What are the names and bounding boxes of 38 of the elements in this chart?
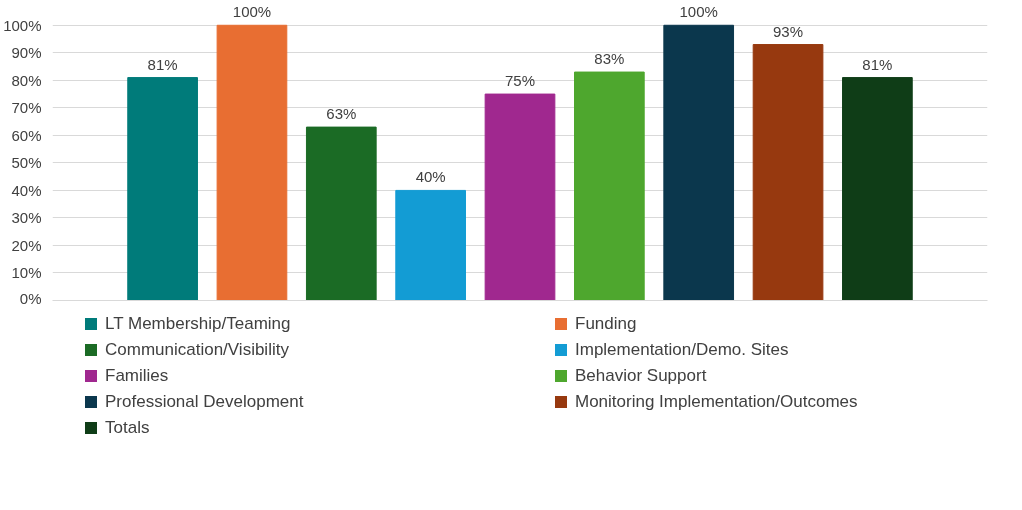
y-tick-label: 30% <box>11 209 42 227</box>
data-label: 81% <box>862 55 893 73</box>
bar <box>663 24 735 301</box>
legend-label: Behavior Support <box>575 364 707 387</box>
bar <box>395 189 466 301</box>
y-tick-label: 80% <box>11 71 42 89</box>
bar <box>305 126 377 301</box>
bar <box>752 44 824 301</box>
legend-label: Implementation/Demo. Sites <box>575 338 789 361</box>
y-tick-label: 40% <box>11 181 42 199</box>
data-label: 40% <box>415 168 446 186</box>
legend-label: Communication/Visibility <box>105 338 289 361</box>
legend-label: Families <box>105 364 169 387</box>
data-label: 100% <box>679 3 718 21</box>
bar <box>216 24 288 301</box>
legend-label: LT Membership/Teaming <box>105 312 291 335</box>
legend-label: Totals <box>105 416 150 439</box>
bar <box>484 93 556 301</box>
data-label: 75% <box>504 72 536 90</box>
data-label: 93% <box>773 22 804 40</box>
y-tick-label: 0% <box>19 289 42 307</box>
y-tick-label: 10% <box>11 264 42 282</box>
legend-label: Professional Development <box>105 390 304 413</box>
y-tick-label: 70% <box>11 99 42 117</box>
bar <box>842 77 913 301</box>
data-label: 63% <box>326 105 357 123</box>
legend-label: Funding <box>575 312 637 335</box>
y-tick-label: 20% <box>11 236 42 254</box>
legend-label: Monitoring Implementation/Outcomes <box>575 390 858 413</box>
y-tick-label: 60% <box>11 126 42 144</box>
y-tick-label: 90% <box>11 44 42 62</box>
bar <box>127 77 198 301</box>
data-label: 100% <box>232 3 272 21</box>
y-tick-label: 100% <box>3 16 42 34</box>
data-label: 83% <box>594 50 625 68</box>
y-tick-label: 50% <box>11 154 42 172</box>
bar <box>574 71 645 301</box>
data-label: 81% <box>147 55 178 73</box>
